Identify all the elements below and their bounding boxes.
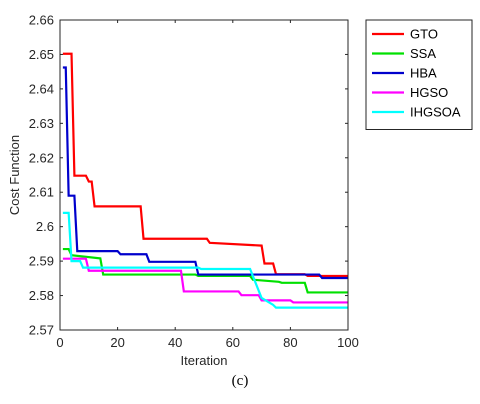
series-line-hgso (62, 257, 348, 304)
x-tick-label: 100 (337, 335, 359, 350)
ticks-layer: 0 20 40 60 80 100 2.57 2.58 2.59 2.6 2.61 2.62 2.63 2… (29, 13, 359, 351)
x-axis-title: Iteration (181, 353, 228, 368)
y-tick-label: 2.59 (29, 254, 54, 269)
x-tick-label: 0 (56, 335, 63, 350)
y-tick-label: 2.6 (36, 219, 54, 234)
x-tick-label: 60 (226, 335, 240, 350)
y-tick-label: 2.64 (29, 81, 54, 96)
legend-label-ihgsoa: IHGSOA (410, 105, 461, 120)
y-tick-label: 2.58 (29, 288, 54, 303)
series-line-ssa (62, 247, 348, 294)
x-tick-label: 80 (283, 335, 297, 350)
plot-area-frame (59, 19, 349, 331)
y-tick-label: 2.61 (29, 185, 54, 200)
y-axis-title: Cost Function (7, 135, 22, 215)
legend-box (365, 19, 473, 130)
legend-label-gto: GTO (410, 27, 438, 42)
series-line-ihgsoa (62, 211, 348, 309)
legend-label-hba: HBA (410, 66, 437, 81)
figure-caption: (c) (231, 373, 249, 389)
cost-function-chart: 0 20 40 60 80 100 2.57 2.58 2.59 2.6 2.61 2.62 2.63 2… (7, 13, 473, 368)
legend-label-hgso: HGSO (410, 85, 448, 100)
legend-label-ssa: SSA (410, 46, 436, 61)
series-line-gto (62, 52, 348, 278)
y-tick-label: 2.66 (29, 13, 54, 28)
y-tick-label: 2.62 (29, 150, 54, 165)
y-tick-label: 2.63 (29, 116, 54, 131)
legend: GTO SSA HBA HGSO IHGSOA (365, 19, 473, 130)
series-line-hba (62, 66, 348, 280)
y-tick-label: 2.65 (29, 47, 54, 62)
series-layer (62, 52, 348, 309)
x-tick-label: 20 (110, 335, 124, 350)
x-tick-label: 40 (168, 335, 182, 350)
y-tick-label: 2.57 (29, 323, 54, 338)
